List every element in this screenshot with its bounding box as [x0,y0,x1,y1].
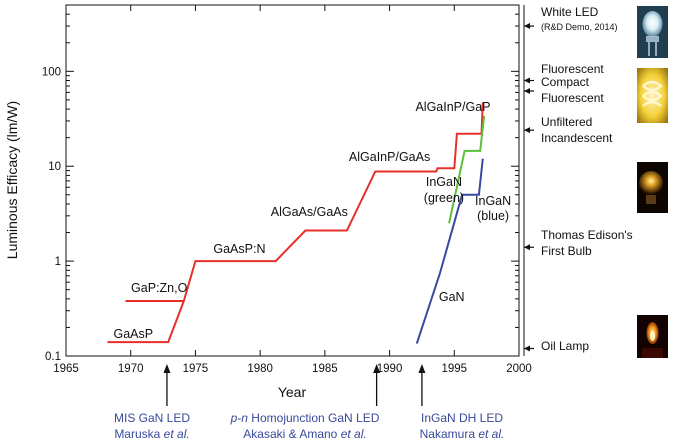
x-tick-label: 1975 [183,363,209,375]
series-annotation: AlGaAs/GaAs [271,205,348,219]
x-tick-label: 1980 [247,363,273,375]
y-tick-label: 10 [48,161,61,173]
x-tick-label: 1995 [441,363,467,375]
milestone-title-text: Homojunction GaN LED [248,411,380,425]
annotation-group: GaAsP GaP:Zn,O GaAsP:N AlGaAs/GaAs AlGaInP/G… [113,100,511,341]
x-tick-label: 1985 [312,363,338,375]
milestone-arrowhead [373,364,381,373]
reference-sublabel: Incandescent [541,131,613,145]
milestone-author-etal: et al. [164,427,190,441]
reference-arrowhead [524,77,530,84]
y-axis-title: Luminous Efficacy (lm/W) [4,101,20,259]
series-line-3 [448,115,486,224]
reference-label: Unfiltered [541,115,592,129]
x-tick-label: 1970 [118,363,144,375]
series-line-0 [107,102,484,344]
compact-fluorescent-photo [637,68,668,123]
x-tick-label: 1965 [53,363,79,375]
milestone-arrowhead [163,364,171,373]
series-annotation: InGaN [426,175,462,189]
y-tick-label: 100 [42,66,61,78]
white-led-photo [637,6,668,58]
y-tick-label: 0.1 [45,351,61,363]
series-annotation: GaP:Zn,O [131,281,188,295]
reference-arrowhead [524,88,530,95]
milestone-author: Nakamura et al. [420,427,505,441]
reference-sources: White LED(R&D Demo, 2014)FluorescentComp… [523,5,633,356]
series-group [107,102,486,344]
series-annotation: GaAsP:N [213,242,265,256]
milestone-author-name: Akasaki & Amano [243,427,340,441]
milestone-author: Akasaki & Amano et al. [243,427,366,441]
milestone-author-etal: et al. [478,427,504,441]
milestones-group: MIS GaN LED Maruska et al. p-n Homojunctio… [114,364,504,441]
incandescent-bulb-photo [637,162,668,213]
x-tick-label: 1990 [377,363,403,375]
axis-ticks: 1965 1970 1975 1980 1985 1990 1995 2000 0.1 1 10 10… [42,4,532,375]
milestone-author-name: Nakamura [420,427,479,441]
reference-label: Oil Lamp [541,339,589,353]
milestone-title: p-n Homojunction GaN LED [230,411,380,425]
reference-arrowhead [524,244,530,251]
reference-label: White LED [541,5,599,19]
reference-arrowhead [524,23,530,30]
reference-arrowhead [524,127,530,134]
reference-sublabel: (R&D Demo, 2014) [541,22,618,32]
series-annotation: AlGaInP/GaP [415,100,490,114]
reference-sublabel: First Bulb [541,244,592,258]
series-annotation: GaAsP [113,327,153,341]
series-annotation: InGaN [475,194,511,208]
milestone-title-text: InGaN DH LED [421,411,503,425]
reference-sublabel: Fluorescent [541,91,604,105]
y-tick-label: 1 [55,256,61,268]
milestone-arrowhead [418,364,426,373]
milestone-author-etal: et al. [341,427,367,441]
series-line-2 [415,158,484,344]
reference-label: Fluorescent [541,62,604,76]
milestone-title: MIS GaN LED [114,411,190,425]
reference-label: Compact [541,75,590,89]
x-axis-title: Year [278,384,307,400]
series-annotation: (green) [424,191,464,205]
milestone-title-italic: p-n [230,411,249,425]
series-annotation: GaN [439,290,465,304]
milestone-title-text: MIS GaN LED [114,411,190,425]
x-tick-label: 2000 [506,363,532,375]
reference-arrowhead [524,345,530,352]
reference-label: Thomas Edison's [541,228,633,242]
milestone-title: InGaN DH LED [421,411,503,425]
milestone-author: Maruska et al. [114,427,189,441]
milestone-author-name: Maruska [114,427,163,441]
oil-lamp-photo [637,315,668,358]
series-annotation: (blue) [477,209,509,223]
series-annotation: AlGaInP/GaAs [349,150,430,164]
